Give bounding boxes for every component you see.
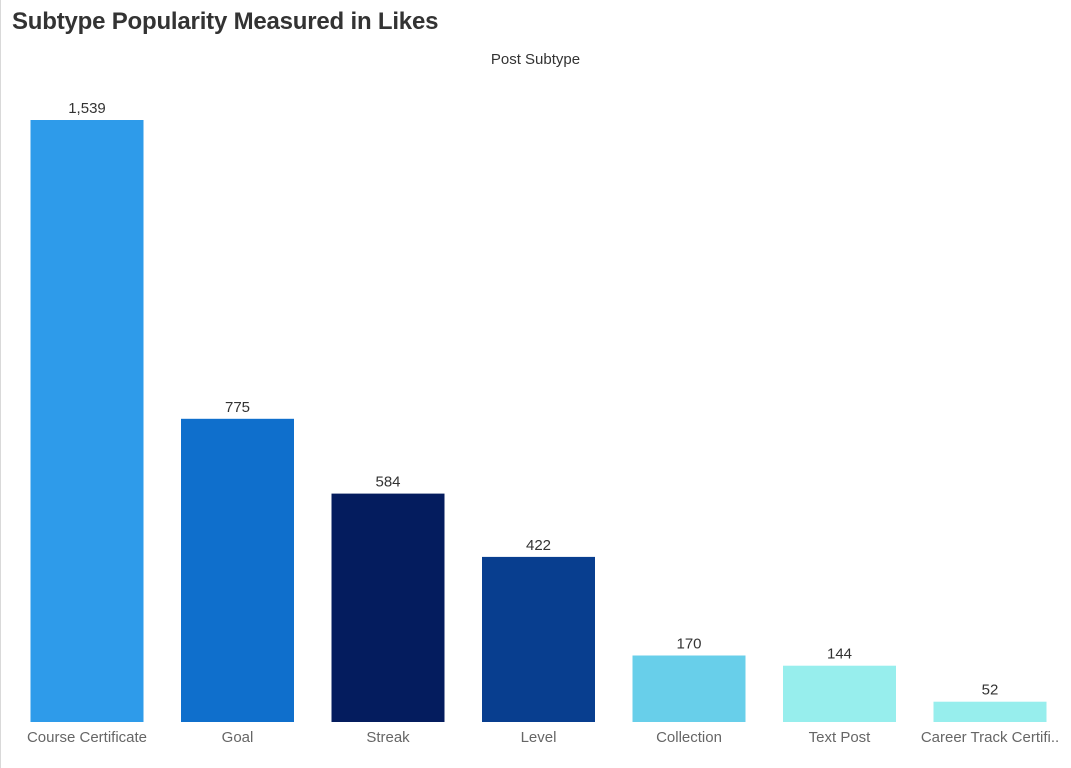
bar-0[interactable] (30, 120, 144, 722)
bar-1[interactable] (181, 418, 294, 722)
bar-6[interactable] (933, 701, 1047, 722)
bar-value-label-0: 1,539 (68, 100, 106, 117)
category-label-0: Course Certificate (27, 729, 147, 746)
column-header: Post Subtype (490, 51, 581, 68)
bar-value-label-3: 422 (526, 537, 551, 554)
bar-value-label-5: 144 (827, 646, 852, 663)
category-label-6: Career Track Certifi.. (921, 729, 1059, 746)
panel-border (0, 0, 1, 768)
bar-3[interactable] (482, 556, 595, 722)
bar-2[interactable] (331, 493, 445, 722)
bar-5[interactable] (783, 665, 896, 722)
bar-value-label-4: 170 (676, 636, 701, 653)
category-label-4: Collection (656, 729, 722, 746)
category-label-5: Text Post (809, 729, 872, 746)
bar-4[interactable] (632, 655, 746, 723)
bar-value-label-6: 52 (982, 682, 999, 699)
category-label-1: Goal (222, 729, 254, 746)
category-label-3: Level (521, 729, 557, 746)
bar-value-label-1: 775 (225, 399, 250, 416)
category-label-2: Streak (366, 729, 410, 746)
chart-title: Subtype Popularity Measured in Likes (12, 8, 439, 35)
bar-value-label-2: 584 (375, 474, 400, 491)
